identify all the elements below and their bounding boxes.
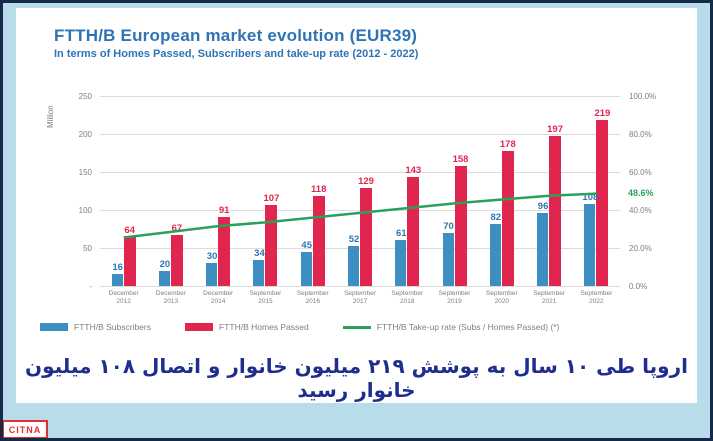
citna-logo: CITNA [2,420,48,439]
right-axis-tick: 20.0% [629,243,652,253]
homes-passed-bar [596,119,609,286]
subscribers-bar [395,239,407,286]
left-axis-tick: 100 [78,205,92,215]
x-axis-tick: September 2018 [391,290,424,306]
take-up-swatch-icon [342,325,371,329]
take-up-line [123,192,597,239]
homes-passed-bar [454,165,467,286]
persian-caption: اروپا طی ۱۰ سال به پوشش ۲۱۹ میلیون خانوا… [25,354,688,402]
homes-passed-bar [501,150,514,286]
subscribers-bar [584,203,596,286]
left-axis-tick: 150 [78,167,92,177]
chart-panel: FTTH/B European market evolution (EUR39)… [16,8,697,403]
left-axis-title: Million [46,105,55,128]
homes-passed-value-label: 64 [124,225,135,237]
subscribers-value-label: 16 [112,261,123,273]
gridline [100,285,620,287]
homes-passed-bar [265,204,278,286]
subscribers-value-label: 34 [254,248,265,260]
subscribers-bar [537,213,549,286]
x-axis-tick: September 2016 [296,290,329,306]
homes-passed-value-label: 178 [499,138,516,150]
subscribers-bar [206,263,218,286]
x-axis-tick: September 2022 [580,290,613,306]
subscribers-bar [253,260,265,286]
x-axis-tick: September 2019 [438,290,471,306]
x-axis-tick: September 2017 [344,290,376,306]
homes-passed-bar [123,237,136,286]
legend-item-subscribers: FTTH/B Subscribers [40,322,151,332]
x-axis-tick: December 2013 [155,290,186,306]
x-axis-tick: December 2014 [203,290,234,306]
right-axis-tick: 100.0% [629,91,657,101]
chart-legend: FTTH/B Subscribers FTTH/B Homes Passed F… [40,322,593,332]
homes-passed-value-label: 91 [218,204,230,216]
homes-passed-swatch-icon [185,323,213,331]
left-axis-tick: 200 [78,129,92,139]
homes-passed-value-label: 118 [311,184,327,196]
x-axis-tick: September 2020 [485,290,518,306]
homes-passed-value-label: 107 [263,192,280,204]
right-axis-tick: 40.0% [629,205,652,215]
subscribers-value-label: 82 [490,211,502,223]
subscribers-bar [442,232,454,286]
subscribers-bar [158,270,170,286]
chart-title: FTTH/B European market evolution (EUR39) [54,26,418,45]
subscribers-value-label: 30 [206,251,218,263]
subscribers-swatch-icon [40,323,68,331]
take-up-end-label: 48.6% [628,187,654,198]
gridline [100,95,620,97]
gridline [100,171,620,173]
subscribers-value-label: 96 [537,201,549,213]
legend-label-take-up: FTTH/B Take-up rate (Subs / Homes Passed… [376,322,560,332]
left-axis-tick: 250 [78,91,92,101]
legend-item-homes-passed: FTTH/B Homes Passed [185,322,309,332]
homes-passed-bar [170,235,183,286]
subscribers-value-label: 61 [395,227,407,239]
legend-label-homes-passed: FTTH/B Homes Passed [219,322,309,332]
left-axis-tick: 50 [83,243,92,253]
homes-passed-value-label: 143 [405,165,422,177]
homes-passed-bar [549,136,562,286]
subscribers-bar [300,251,312,286]
right-axis-tick: 0.0% [629,281,648,291]
gridline [100,133,620,135]
subscribers-value-label: 45 [301,239,312,251]
homes-passed-value-label: 67 [171,223,183,235]
homes-passed-value-label: 129 [358,175,374,187]
homes-passed-value-label: 219 [594,107,611,119]
x-axis-tick: December 2012 [108,290,139,306]
subscribers-value-label: 70 [443,220,454,232]
subscribers-bar [489,223,501,286]
plot-area: 16 64 December 2012 20 67 December 2013 30 91 Dece… [100,95,654,305]
subscribers-bar [111,273,123,286]
chart: Million 16 64 December 2012 20 67 December 2013… [16,8,697,348]
homes-passed-bar [407,177,420,286]
homes-passed-value-label: 158 [452,153,469,165]
x-axis-tick: September 2021 [533,290,565,306]
chart-subtitle: In terms of Homes Passed, Subscribers an… [54,48,419,60]
legend-item-take-up: FTTH/B Take-up rate (Subs / Homes Passed… [342,322,560,332]
homes-passed-value-label: 197 [547,124,563,136]
legend-label-subscribers: FTTH/B Subscribers [74,322,151,332]
homes-passed-bar [312,196,325,286]
subscribers-value-label: 108 [582,191,599,203]
right-axis-tick: 80.0% [629,129,652,139]
subscribers-value-label: 20 [159,258,171,270]
left-axis-tick: - [89,281,92,291]
x-axis-tick: September 2015 [249,290,282,306]
right-axis-tick: 60.0% [629,167,652,177]
homes-passed-bar [218,216,231,286]
subscribers-bar [348,246,359,286]
subscribers-value-label: 52 [348,234,360,246]
